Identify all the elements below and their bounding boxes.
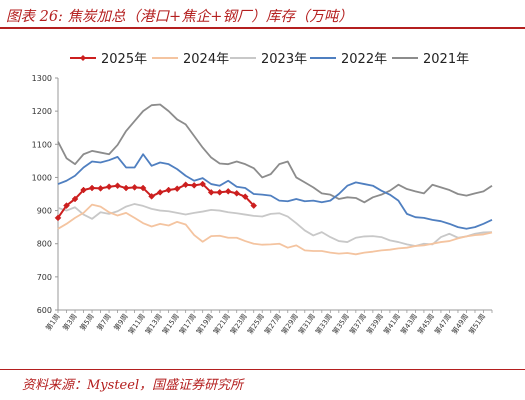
y-tick-label: 600 (37, 306, 52, 315)
x-tick-label: 第3周 (61, 312, 79, 332)
data-point-2025年 (114, 182, 121, 190)
x-tick-label: 第35周 (330, 312, 351, 336)
data-point-2025年 (97, 185, 104, 192)
x-tick-label: 第29周 (279, 312, 300, 336)
y-tick-label: 1000 (32, 173, 52, 182)
data-point-2025年 (156, 188, 164, 196)
data-point-2025年 (148, 192, 155, 200)
data-point-2025年 (199, 180, 207, 188)
source-note: 资料来源：Mysteel，国盛证券研究所 (22, 378, 244, 393)
x-tick-label: 第21周 (211, 312, 232, 336)
series-line-2025年 (57, 183, 255, 219)
data-point-2025年 (190, 182, 198, 189)
data-point-2025年 (54, 214, 62, 222)
legend-label-2022年: 2022年 (341, 52, 387, 67)
y-tick-label: 700 (37, 273, 52, 282)
x-tick-label: 第19周 (194, 312, 215, 336)
y-tick-label: 1300 (32, 74, 52, 83)
data-point-2025年 (139, 184, 147, 192)
data-point-2025年 (250, 202, 258, 209)
data-point-2025年 (207, 188, 215, 196)
data-point-2025年 (105, 183, 113, 191)
legend-label-2021年: 2021年 (423, 52, 469, 67)
legend-marker-2025年 (80, 55, 86, 61)
series-line-2021年 (57, 103, 493, 204)
y-tick-label: 800 (37, 240, 52, 249)
chart-svg: 600 700 800 900 1000 1100 1200 1300 第1周 第3周 第5周 第7周… (32, 52, 493, 336)
legend-label-2024年: 2024年 (183, 52, 229, 67)
data-point-2025年 (182, 181, 190, 189)
x-tick-label: 第45周 (416, 312, 437, 336)
x-tick-label: 第15周 (160, 312, 181, 336)
data-point-2025年 (165, 186, 172, 194)
data-point-2025年 (173, 185, 181, 193)
series-lines (54, 103, 493, 256)
x-tick-label: 第33周 (313, 312, 334, 336)
x-tick-label: 第51周 (467, 312, 488, 336)
data-point-2025年 (80, 186, 87, 194)
x-tick-label: 第11周 (126, 312, 147, 336)
data-point-2025年 (63, 202, 70, 209)
legend-label-2023年: 2023年 (261, 52, 307, 67)
x-tick-label: 第25周 (245, 312, 266, 336)
x-tick-label: 第7周 (95, 312, 113, 332)
x-tick-label: 第23周 (228, 312, 249, 336)
title-bar: 图表 26: 焦炭加总（港口+焦企+钢厂）库存（万吨） (0, 0, 525, 30)
data-point-2025年 (241, 193, 249, 201)
x-tick-label: 第37周 (347, 312, 368, 336)
x-tick-label: 第17周 (177, 312, 198, 336)
data-point-2025年 (233, 189, 241, 197)
footer-rule (0, 369, 525, 370)
data-point-2025年 (224, 187, 232, 195)
y-tick-label: 1200 (32, 107, 52, 116)
series-line-2024年 (57, 203, 493, 256)
x-tick-label: 第49周 (450, 312, 471, 336)
x-tick-label: 第41周 (382, 312, 403, 336)
series-line-2022年 (57, 153, 493, 230)
x-tick-label: 第5周 (78, 312, 96, 332)
x-tick-label: 第27周 (262, 312, 283, 336)
legend-label-2025年: 2025年 (101, 52, 147, 67)
x-tick-label: 第9周 (112, 312, 130, 332)
data-point-2025年 (122, 184, 130, 192)
data-point-2025年 (88, 184, 96, 192)
chart-title: 图表 26: 焦炭加总（港口+焦企+钢厂）库存（万吨） (6, 9, 353, 25)
y-tick-label: 1100 (32, 140, 52, 149)
x-tick-label: 第31周 (296, 312, 317, 336)
x-tick-label: 第43周 (399, 312, 420, 336)
data-point-2025年 (216, 188, 224, 196)
legend: 2025年 2024年 2023年 2022年 2021年 (70, 52, 469, 67)
chart-area: 600 700 800 900 1000 1100 1200 1300 第1周 第3周 第5周 第7周… (0, 30, 525, 366)
data-point-2025年 (71, 195, 79, 203)
series-line-2023年 (57, 203, 493, 247)
title-rule (0, 27, 525, 29)
data-point-2025年 (131, 184, 138, 191)
x-tick-label: 第1周 (44, 312, 62, 332)
x-tick-label: 第39周 (364, 312, 385, 336)
axes: 600 700 800 900 1000 1100 1200 1300 第1周 第3周 第5周 第7周… (32, 74, 493, 336)
x-tick-label: 第47周 (433, 312, 454, 336)
y-tick-label: 900 (37, 207, 52, 216)
x-tick-label: 第13周 (143, 312, 164, 336)
